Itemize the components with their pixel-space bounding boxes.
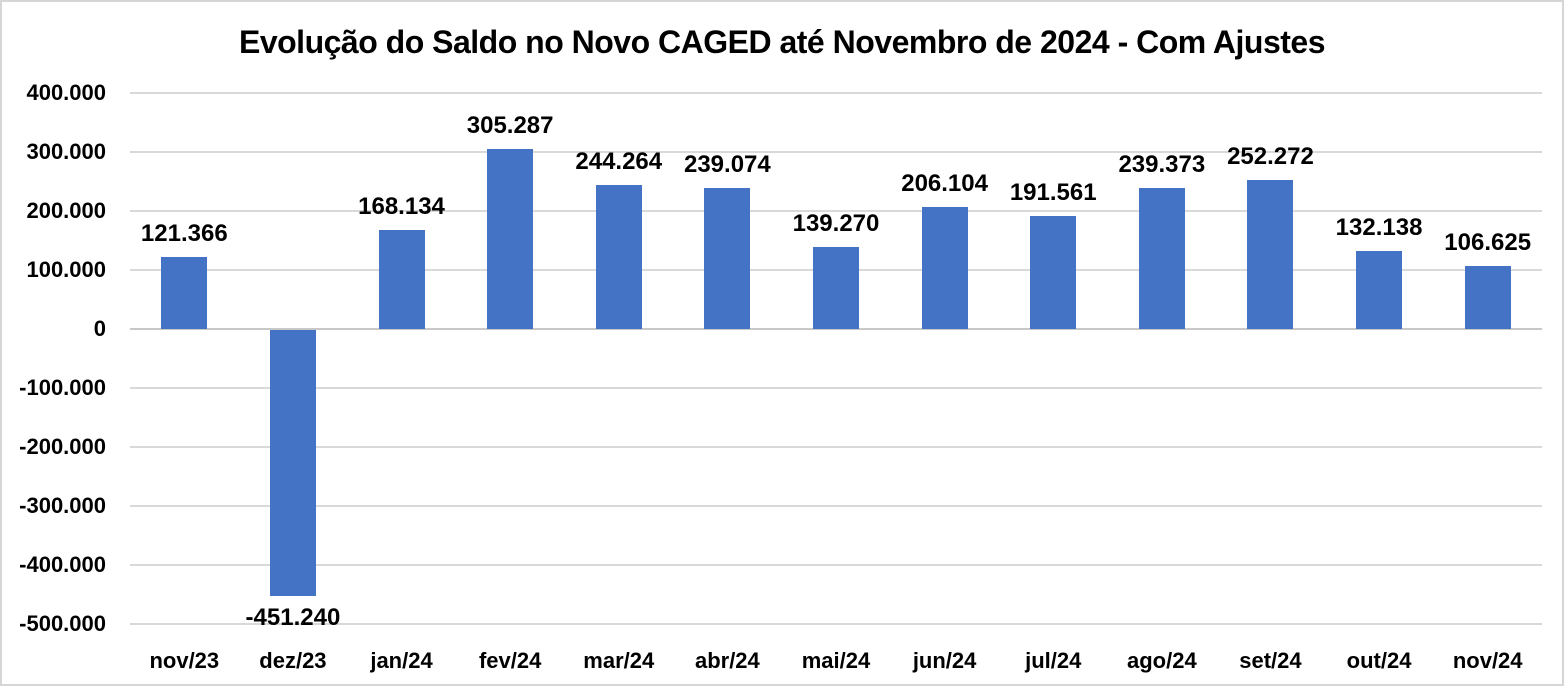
y-axis-tick-label: 200.000: [26, 198, 106, 223]
bar-nov-23: [161, 257, 208, 329]
x-axis-category-label: set/24: [1239, 648, 1302, 673]
gridline: [130, 446, 1542, 448]
bar-value-label: 239.373: [1118, 150, 1206, 178]
bar-value-label: 106.625: [1444, 229, 1532, 257]
x-axis-category-label: jul/24: [1025, 648, 1082, 673]
y-axis-tick-label: 0: [93, 316, 106, 341]
y-axis-tick-label: -500.000: [19, 611, 106, 636]
gridline: [130, 387, 1542, 389]
bar-abr-24: [704, 187, 751, 329]
bar-nov-24: [1464, 266, 1511, 329]
bar-value-label: 191.561: [1009, 178, 1097, 206]
bar-out-24: [1356, 251, 1403, 329]
x-axis-category-label: fev/24: [478, 648, 542, 673]
x-axis-category-label: abr/24: [694, 648, 760, 673]
bar-value-label: 121.366: [140, 220, 228, 248]
y-axis-tick-label: 100.000: [26, 257, 106, 282]
gridline: [130, 151, 1542, 153]
bar-value-label: 132.138: [1335, 214, 1423, 242]
bar-mar-24: [595, 184, 642, 329]
gridline: [130, 623, 1542, 625]
bar-value-label: 244.264: [575, 147, 663, 175]
y-axis-tick-label: -100.000: [19, 375, 106, 400]
bar-value-label: -451.240: [245, 604, 341, 632]
bar-ago-24: [1138, 187, 1185, 329]
gridline: [130, 505, 1542, 507]
x-axis-category-label: ago/24: [1126, 648, 1197, 673]
bar-value-label: 168.134: [358, 192, 445, 220]
bar-fev-24: [487, 148, 534, 329]
x-axis-category-label: nov/24: [1452, 648, 1523, 673]
x-axis-category-label: mai/24: [801, 648, 871, 673]
x-axis-category-label: dez/23: [259, 648, 327, 673]
bar-value-label: 305.287: [466, 111, 554, 139]
x-axis-category-label: out/24: [1346, 648, 1412, 673]
x-axis-category-label: nov/23: [149, 648, 220, 673]
gridline: [130, 210, 1542, 212]
bar-jun-24: [921, 207, 968, 329]
y-axis-tick-label: -400.000: [19, 552, 106, 577]
bar-jul-24: [1030, 215, 1077, 329]
y-axis-tick-label: -200.000: [19, 434, 106, 459]
gridline: [130, 564, 1542, 566]
bar-mai-24: [813, 246, 859, 329]
gridline: [130, 92, 1542, 94]
bar-value-label: 252.272: [1227, 143, 1314, 171]
bar-value-label: 239.074: [683, 150, 771, 178]
x-axis-category-label: jun/24: [912, 648, 977, 673]
bar-value-label: 206.104: [901, 170, 988, 198]
zero-axis-line: [130, 328, 1542, 330]
bar-set-24: [1247, 180, 1294, 329]
x-axis-category-label: jan/24: [370, 648, 433, 673]
bar-jan-24: [378, 229, 425, 329]
y-axis-tick-label: 400.000: [26, 80, 106, 105]
y-axis-tick-label: 300.000: [26, 139, 106, 164]
x-axis-category-label: mar/24: [583, 648, 655, 673]
bar-value-label: 139.270: [792, 209, 880, 237]
bar-dez-23: [269, 330, 316, 597]
y-axis-tick-label: -300.000: [19, 493, 106, 518]
chart-title: Evolução do Saldo no Novo CAGED até Nove…: [238, 24, 1326, 60]
